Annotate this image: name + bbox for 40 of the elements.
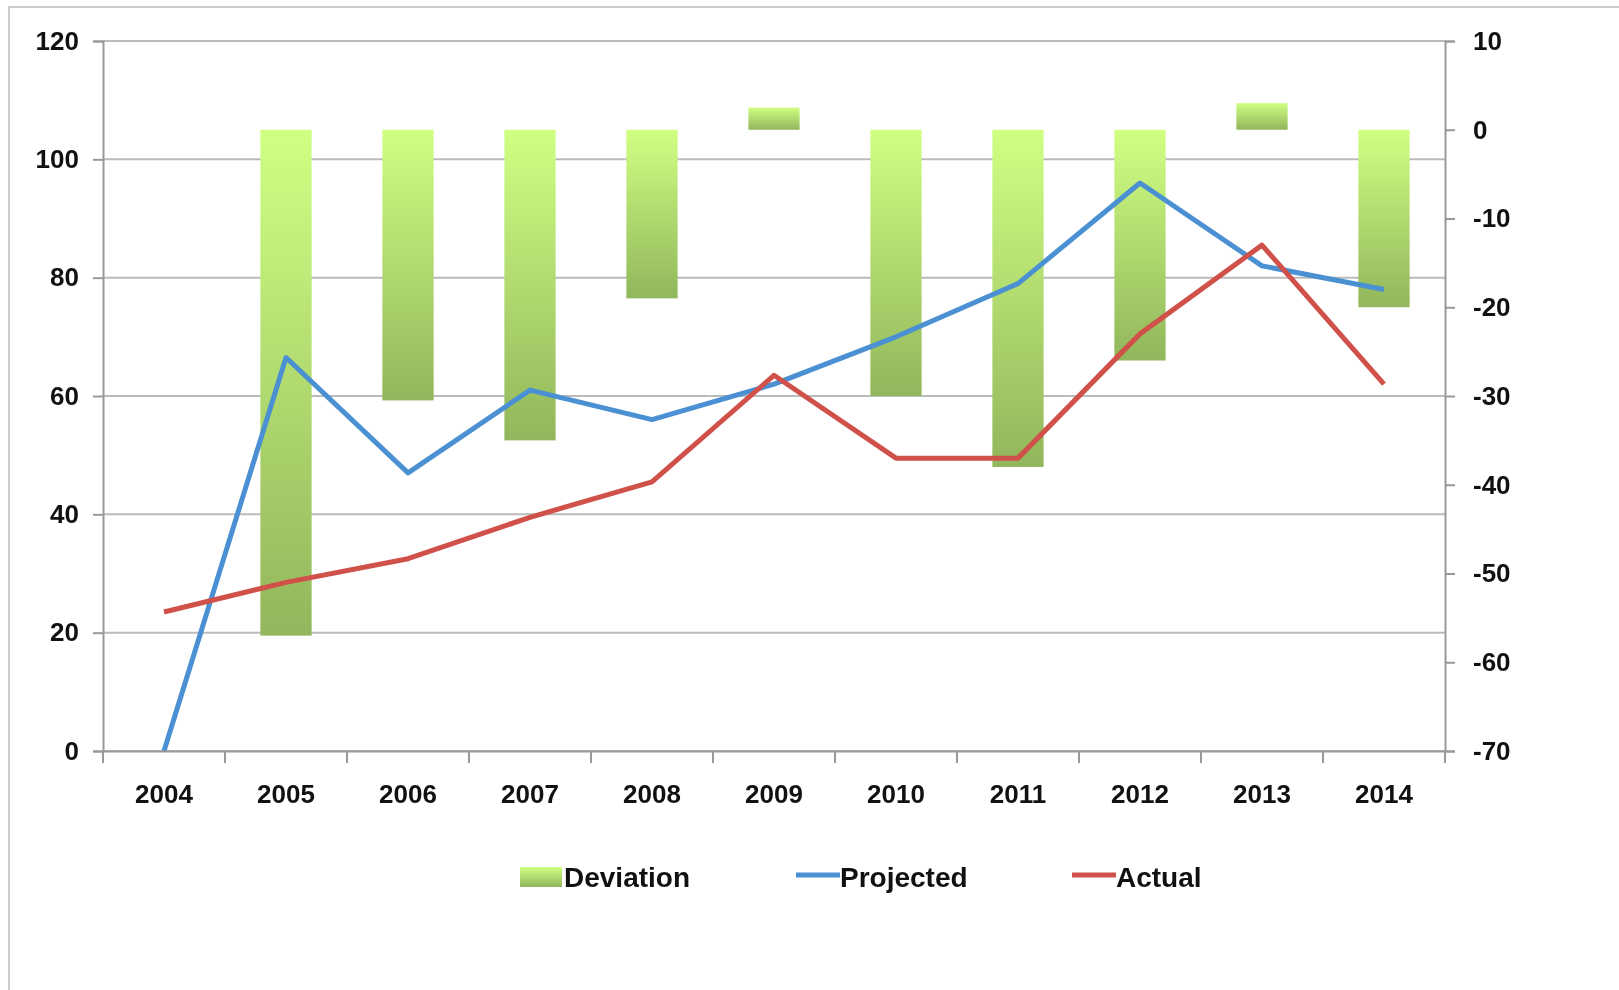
y2-tick-label: -40 <box>1473 469 1511 500</box>
y2-tick-label: -50 <box>1473 558 1511 589</box>
x-tick-label: 2006 <box>379 779 437 810</box>
x-tick-label: 2010 <box>867 779 925 810</box>
y-tick-label: 100 <box>35 144 79 175</box>
y-tick-label: 0 <box>64 735 79 766</box>
legend-label: Actual <box>1116 862 1202 893</box>
y-tick-label: 60 <box>50 380 79 411</box>
bar <box>748 107 800 130</box>
x-tick-label: 2007 <box>501 779 559 810</box>
x-tick-label: 2011 <box>989 779 1047 810</box>
legend-label: Projected <box>840 862 968 893</box>
legend-label: Deviation <box>564 862 691 893</box>
y2-tick-label: -30 <box>1473 380 1511 411</box>
x-tick-label: 2009 <box>745 779 803 810</box>
y2-tick-label: -70 <box>1473 735 1511 766</box>
y-tick-label: 20 <box>50 617 79 648</box>
bar <box>504 129 556 441</box>
bar <box>382 129 434 401</box>
y-tick-label: 80 <box>50 262 79 293</box>
x-tick-label: 2012 <box>1111 779 1169 810</box>
x-tick-label: 2014 <box>1355 779 1414 810</box>
y2-tick-label: -10 <box>1473 203 1511 234</box>
bar <box>626 129 678 299</box>
y2-tick-label: 10 <box>1473 25 1502 56</box>
x-tick-label: 2008 <box>623 779 681 810</box>
x-tick-label: 2005 <box>257 779 315 810</box>
bar <box>1114 129 1166 361</box>
x-tick-label: 2004 <box>135 779 194 810</box>
x-tick-label: 2013 <box>1233 779 1291 810</box>
y-tick-label: 120 <box>35 25 79 56</box>
y2-tick-label: -20 <box>1473 292 1511 323</box>
bar <box>1236 103 1288 130</box>
bar <box>870 129 922 396</box>
bar <box>260 129 312 636</box>
y-tick-label: 40 <box>50 499 79 530</box>
y2-tick-label: -60 <box>1473 647 1511 678</box>
bar <box>992 129 1044 467</box>
y2-tick-label: 0 <box>1473 114 1488 145</box>
bar <box>1358 129 1410 308</box>
